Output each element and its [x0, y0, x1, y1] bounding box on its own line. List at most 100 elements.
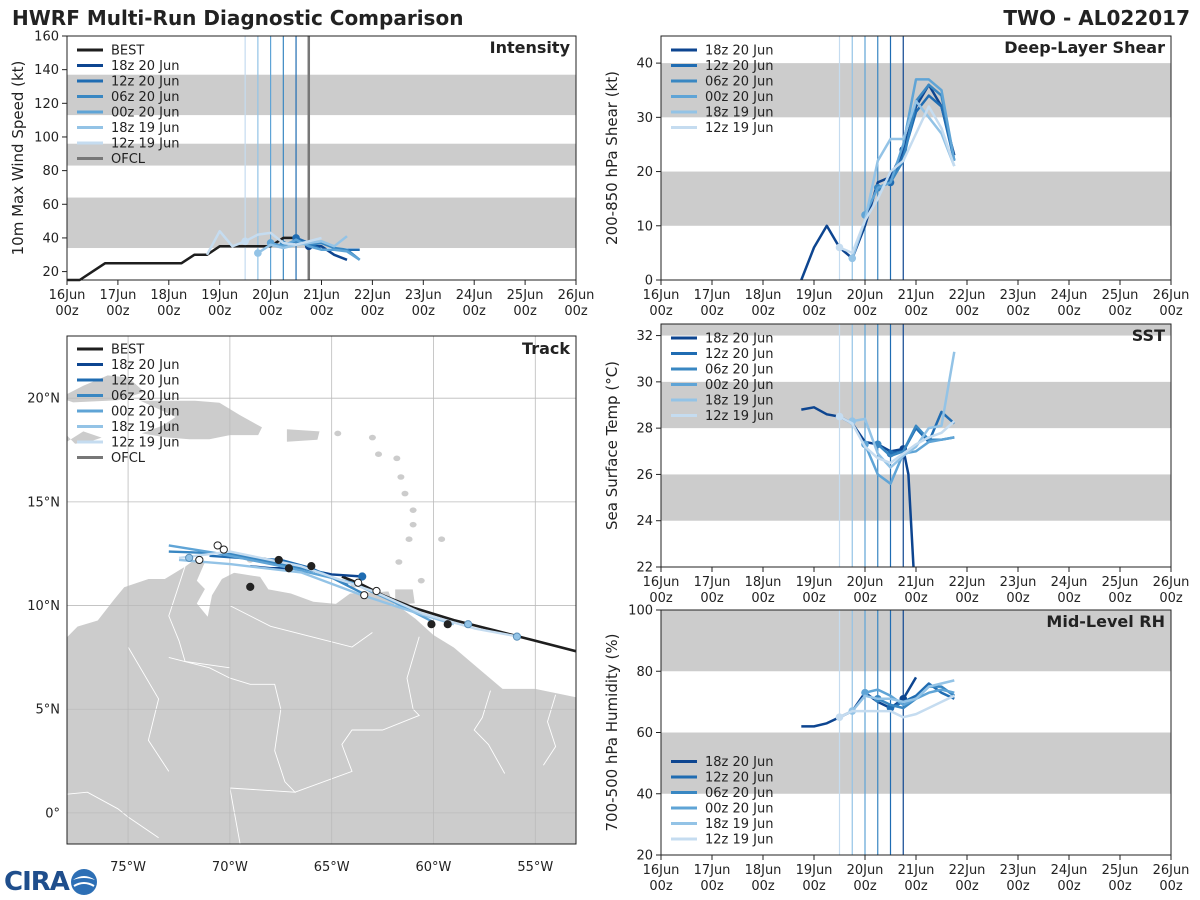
rh-series-12z-19-jun: [838, 694, 955, 719]
shear-legend-label-18z-19-jun: 18z 19 Jun: [705, 106, 774, 121]
sst-xtick-hour: 00z: [904, 591, 928, 606]
rh-xtick-day: 20Jun: [847, 863, 884, 878]
track-marker: [274, 555, 283, 565]
track-lon-label: 70°W: [212, 860, 248, 875]
rh-legend-label-18z-19-jun: 18z 19 Jun: [705, 817, 774, 832]
rh-xtick-hour: 00z: [649, 879, 673, 894]
land-island: [417, 577, 425, 584]
rh-panel: 2040608010016Jun00z17Jun00z18Jun00z19Jun…: [603, 604, 1189, 895]
land-island: [393, 455, 401, 462]
rh-xtick-hour: 00z: [700, 879, 724, 894]
sst-xtick-hour: 00z: [649, 591, 673, 606]
sst-xtick-hour: 00z: [1006, 591, 1030, 606]
intensity-xtick-hour: 00z: [564, 304, 588, 319]
intensity-xtick-hour: 00z: [157, 304, 181, 319]
sst-xtick-day: 20Jun: [847, 575, 884, 590]
track-lon-label: 60°W: [416, 860, 452, 875]
shear-xtick-hour: 00z: [955, 304, 979, 319]
intensity-ytick-label: 20: [42, 265, 59, 280]
track-lat-label: 5°N: [36, 703, 61, 718]
track-series-best: [341, 575, 576, 653]
intensity-band-0: [67, 197, 576, 249]
sst-xtick-hour: 00z: [1057, 591, 1081, 606]
land-island: [401, 490, 409, 497]
country-border: [294, 636, 420, 793]
land-hispaniola: [138, 399, 264, 441]
shear-xtick-hour: 00z: [802, 304, 826, 319]
shear-xtick-day: 22Jun: [949, 288, 986, 303]
track-lat-label: 0°: [45, 806, 60, 821]
intensity-xtick-day: 16Jun: [49, 288, 86, 303]
track-series-18z-19-jun: [178, 558, 455, 626]
shear-panel: 01020304016Jun00z17Jun00z18Jun00z19Jun00…: [603, 35, 1190, 319]
intensity-xtick-hour: 00z: [463, 304, 487, 319]
track-series-00z-20-jun: [168, 544, 435, 624]
rh-xtick-hour: 00z: [904, 879, 928, 894]
track-marker: [443, 620, 452, 629]
country-border: [127, 646, 170, 772]
sst-series-12z-19-jun: [838, 415, 956, 465]
land-island: [395, 559, 403, 565]
country-border: [543, 694, 557, 766]
land-island: [409, 507, 417, 513]
rh-xtick-day: 26Jun: [1153, 863, 1190, 878]
sst-ytick-label: 22: [636, 561, 653, 576]
shear-legend-label-12z-20-jun: 12z 20 Jun: [705, 59, 774, 74]
track-marker: [246, 582, 255, 591]
shear-xtick-hour: 00z: [751, 304, 775, 319]
intensity-xtick-hour: 00z: [361, 304, 385, 319]
rh-xtick-hour: 00z: [1159, 879, 1183, 894]
track-legend-label-ofcl: OFCL: [111, 451, 146, 466]
track-lat-label: 15°N: [27, 495, 60, 510]
intensity-legend-label-ofcl: OFCL: [111, 152, 146, 167]
intensity-marker-18z-19-jun: [254, 249, 262, 257]
intensity-xtick-day: 18Jun: [150, 288, 187, 303]
land-south-america: [67, 555, 576, 844]
intensity-legend-label-12z-19-jun: 12z 19 Jun: [111, 137, 180, 152]
track-marker: [185, 553, 194, 562]
rh-band-0: [661, 732, 1171, 794]
sst-marker-12z-19-jun: [835, 412, 844, 421]
rh-title: Mid-Level RH: [1046, 612, 1165, 631]
sst-legend-label-12z-20-jun: 12z 20 Jun: [705, 347, 774, 362]
intensity-ytick-label: 40: [42, 231, 59, 246]
intensity-legend-label-00z-20-jun: 00z 20 Jun: [111, 106, 180, 121]
shear-xtick-hour: 00z: [853, 304, 877, 319]
sst-xtick-hour: 00z: [802, 591, 826, 606]
sst-xtick-hour: 00z: [1108, 591, 1132, 606]
intensity-band-2: [67, 74, 576, 116]
shear-xtick-hour: 00z: [1159, 304, 1183, 319]
intensity-legend-label-best: BEST: [111, 44, 144, 59]
header-left-title: HWRF Multi-Run Diagnostic Comparison: [12, 6, 463, 30]
rh-xtick-day: 25Jun: [1102, 863, 1139, 878]
track-marker: [372, 586, 381, 596]
shear-marker-18z-19-jun: [848, 254, 857, 263]
sst-xtick-day: 17Jun: [694, 575, 731, 590]
intensity-xtick-day: 26Jun: [558, 288, 595, 303]
sst-ylabel: Sea Surface Temp (°C): [603, 361, 621, 530]
shear-legend-label-12z-19-jun: 12z 19 Jun: [705, 121, 774, 136]
shear-marker-12z-19-jun: [835, 243, 844, 252]
shear-legend-label-00z-20-jun: 00z 20 Jun: [705, 90, 774, 105]
rh-xtick-day: 19Jun: [796, 863, 833, 878]
cira-globe-icon: [70, 869, 97, 895]
shear-legend-label-06z-20-jun: 06z 20 Jun: [705, 75, 774, 90]
intensity-xtick-hour: 00z: [106, 304, 130, 319]
sst-xtick-day: 22Jun: [949, 575, 986, 590]
rh-ylabel: 700-500 hPa Humidity (%): [603, 633, 621, 831]
shear-xtick-day: 17Jun: [694, 288, 731, 303]
intensity-xtick-day: 19Jun: [201, 288, 238, 303]
shear-xtick-day: 26Jun: [1153, 288, 1190, 303]
shear-series-00z-20-jun: [863, 78, 956, 216]
rh-legend-label-00z-20-jun: 00z 20 Jun: [705, 802, 774, 817]
rh-ytick-label: 80: [636, 665, 653, 680]
rh-xtick-hour: 00z: [955, 879, 979, 894]
land-island: [397, 474, 405, 480]
sst-ytick-label: 30: [636, 375, 653, 390]
intensity-xtick-hour: 00z: [412, 304, 436, 319]
sst-series-18z-19-jun: [852, 351, 956, 469]
intensity-ytick-label: 140: [34, 63, 59, 78]
sst-panel: 22242628303216Jun00z17Jun00z18Jun00z19Ju…: [603, 323, 1189, 606]
intensity-xtick-day: 21Jun: [303, 288, 340, 303]
